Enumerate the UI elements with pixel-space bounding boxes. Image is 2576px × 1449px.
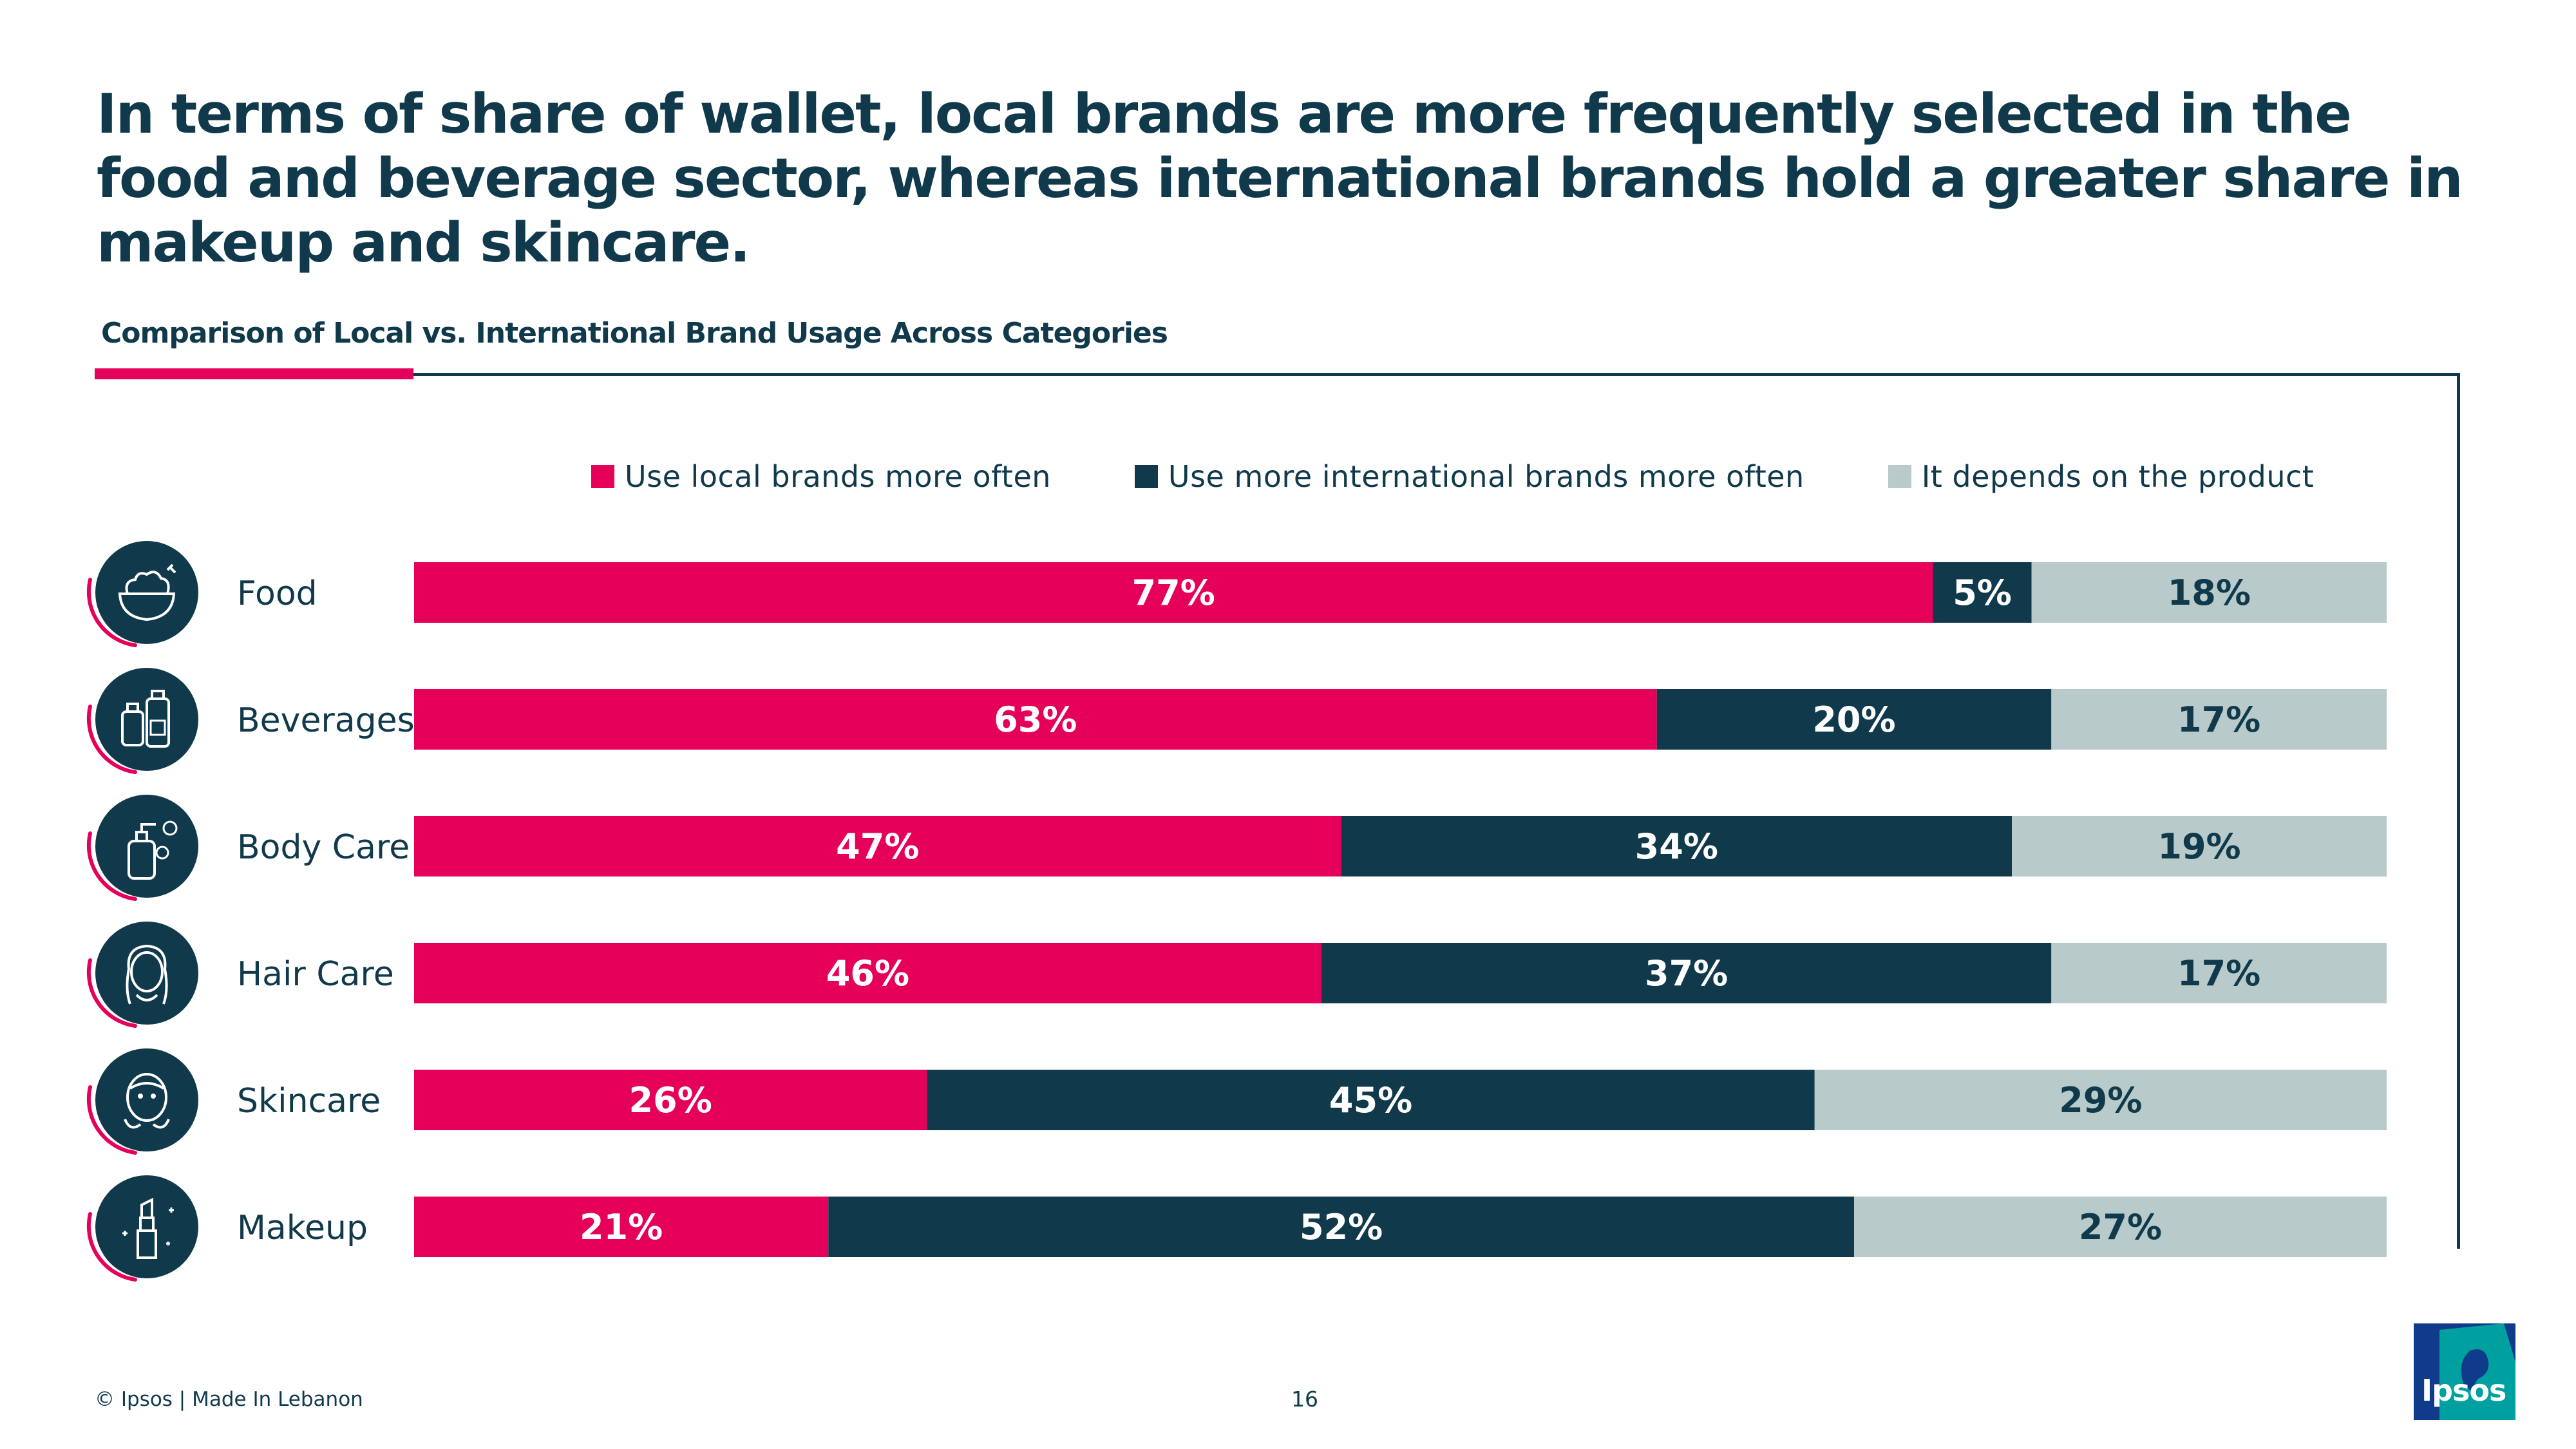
data-label-makeup-local: 21% xyxy=(580,1207,663,1247)
category-label-hair-care: Hair Care xyxy=(237,955,394,994)
subtitle-underline xyxy=(95,368,413,379)
data-label-hair-care-local: 46% xyxy=(826,953,909,994)
bar-makeup-depends xyxy=(1853,1197,2387,1257)
legend-item-international: Use more international brands more often xyxy=(1134,459,1804,494)
skincare-face-mask-icon xyxy=(86,1048,198,1155)
data-label-makeup-depends: 27% xyxy=(2079,1207,2162,1247)
makeup-lipstick-icon xyxy=(86,1175,198,1282)
page-title: In terms of share of wallet, local brand… xyxy=(97,82,2463,275)
legend-swatch-local xyxy=(591,465,614,488)
data-label-beverages-local: 63% xyxy=(994,699,1077,740)
legend-swatch-depends xyxy=(1888,465,1911,488)
bar-body-care-depends xyxy=(2012,816,2387,876)
bar-makeup-local xyxy=(414,1197,829,1257)
category-label-beverages: Beverages xyxy=(237,701,415,740)
data-label-body-care-depends: 19% xyxy=(2157,826,2240,867)
bar-beverages-depends xyxy=(2051,689,2387,750)
data-label-beverages-depends: 17% xyxy=(2177,699,2260,740)
hair-care-woman-icon xyxy=(86,922,198,1028)
category-label-food: Food xyxy=(237,574,317,613)
data-label-skincare-local: 26% xyxy=(629,1080,712,1121)
page-number: 16 xyxy=(1291,1387,1318,1412)
category-label-makeup: Makeup xyxy=(237,1209,368,1247)
bar-skincare-local xyxy=(414,1070,927,1130)
footer-copyright: © Ipsos | Made In Lebanon xyxy=(95,1388,363,1411)
bar-skincare-international xyxy=(927,1070,1815,1130)
data-label-food-depends: 18% xyxy=(2168,573,2251,613)
bar-makeup-international xyxy=(828,1197,1854,1257)
data-label-beverages-international: 20% xyxy=(1812,699,1895,740)
category-label-skincare: Skincare xyxy=(237,1082,381,1121)
legend-swatch-international xyxy=(1134,465,1158,488)
bar-food-depends xyxy=(2031,562,2387,623)
legend-item-local: Use local brands more often xyxy=(591,459,1051,494)
data-label-makeup-international: 52% xyxy=(1300,1207,1383,1247)
data-label-skincare-depends: 29% xyxy=(2059,1080,2142,1121)
data-label-food-international: 5% xyxy=(1953,573,2012,613)
bar-beverages-international xyxy=(1656,689,2052,750)
chart-subtitle: Comparison of Local vs. International Br… xyxy=(101,317,1168,350)
data-label-skincare-international: 45% xyxy=(1329,1080,1412,1121)
legend-label-depends: It depends on the product xyxy=(1921,459,2315,494)
bar-hair-care-international xyxy=(1321,943,2052,1003)
frame-right-border xyxy=(2457,373,2460,1249)
bar-body-care-international xyxy=(1341,816,2012,876)
legend-item-depends: It depends on the product xyxy=(1888,459,2315,494)
category-label-body-care: Body Care xyxy=(237,828,410,867)
data-label-food-local: 77% xyxy=(1132,573,1215,613)
bar-food-local xyxy=(414,562,1933,623)
data-label-hair-care-depends: 17% xyxy=(2177,953,2260,994)
bar-hair-care-depends xyxy=(2051,943,2387,1003)
data-label-body-care-international: 34% xyxy=(1635,826,1718,867)
data-label-body-care-local: 47% xyxy=(836,826,919,867)
legend-label-local: Use local brands more often xyxy=(625,459,1051,494)
chart-legend: Use local brands more often Use more int… xyxy=(591,459,2398,494)
beverages-bottles-icon xyxy=(86,668,198,774)
data-label-hair-care-international: 37% xyxy=(1645,953,1728,994)
bar-hair-care-local xyxy=(414,943,1321,1003)
body-care-pump-bottle-icon xyxy=(86,795,198,901)
frame-top-border xyxy=(413,373,2460,376)
bar-body-care-local xyxy=(414,816,1341,876)
legend-label-international: Use more international brands more often xyxy=(1168,459,1804,494)
ipsos-logo xyxy=(2414,1323,2515,1420)
logo-text: Ipsos xyxy=(2421,1373,2506,1408)
food-bowl-icon xyxy=(86,541,198,647)
bar-food-international xyxy=(1933,562,2032,623)
bar-beverages-local xyxy=(414,689,1657,750)
bar-skincare-depends xyxy=(1814,1070,2387,1130)
